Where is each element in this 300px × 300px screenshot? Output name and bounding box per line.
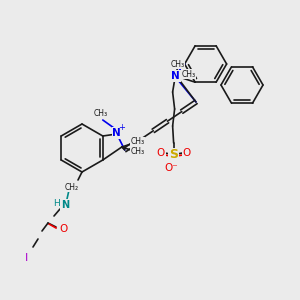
Text: CH₃: CH₃: [170, 60, 184, 69]
Text: S: S: [169, 148, 178, 161]
Text: CH₃: CH₃: [131, 137, 145, 146]
Text: CH₃: CH₃: [131, 148, 145, 157]
Text: O: O: [157, 148, 165, 158]
Text: +: +: [118, 122, 125, 131]
Text: I: I: [26, 253, 29, 263]
Text: H: H: [52, 200, 59, 208]
Text: O: O: [59, 224, 67, 234]
Text: O: O: [182, 148, 191, 158]
Text: N: N: [171, 71, 180, 81]
Text: CH₂: CH₂: [65, 182, 79, 191]
Text: N: N: [112, 128, 121, 138]
Text: O⁻: O⁻: [165, 163, 178, 173]
Text: CH₃: CH₃: [94, 109, 108, 118]
Text: CH₃: CH₃: [181, 70, 195, 79]
Text: N: N: [61, 200, 69, 210]
